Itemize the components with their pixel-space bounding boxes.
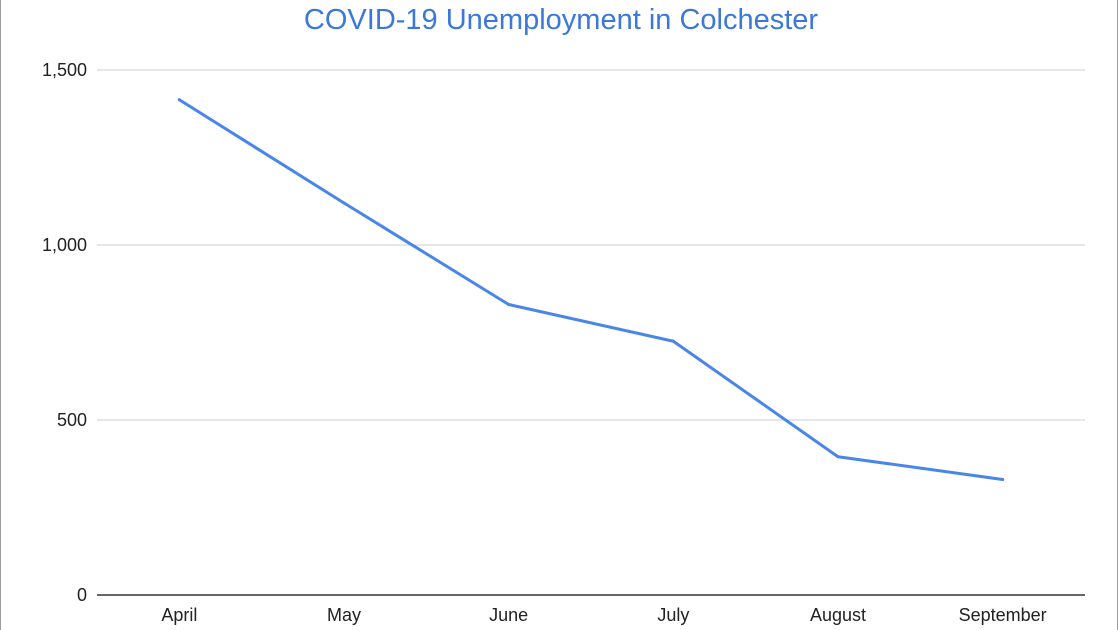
x-tick-label: September bbox=[959, 605, 1047, 625]
y-tick-label: 1,500 bbox=[42, 60, 87, 80]
gridlines bbox=[97, 69, 1085, 596]
data-point-september bbox=[1001, 478, 1005, 481]
x-tick-label: June bbox=[489, 605, 528, 625]
series-layer bbox=[177, 98, 1005, 481]
y-axis-ticks: 0 500 1,000 1,500 bbox=[42, 60, 87, 605]
y-tick-label: 1,000 bbox=[42, 235, 87, 255]
data-point-august bbox=[836, 455, 840, 459]
x-axis-ticks: April May June July August September bbox=[161, 605, 1046, 625]
data-point-april bbox=[177, 98, 181, 102]
chart-title: COVID-19 Unemployment in Colchester bbox=[303, 4, 819, 36]
x-tick-label: May bbox=[327, 605, 361, 625]
data-point-may bbox=[342, 201, 346, 205]
y-tick-label: 0 bbox=[77, 585, 87, 605]
data-point-june bbox=[507, 303, 511, 306]
data-point-july bbox=[671, 339, 675, 343]
series-line bbox=[177, 98, 1005, 481]
x-tick-label: August bbox=[810, 605, 866, 625]
x-tick-label: July bbox=[657, 605, 689, 625]
y-tick-label: 500 bbox=[57, 410, 87, 430]
x-tick-label: April bbox=[161, 605, 197, 625]
